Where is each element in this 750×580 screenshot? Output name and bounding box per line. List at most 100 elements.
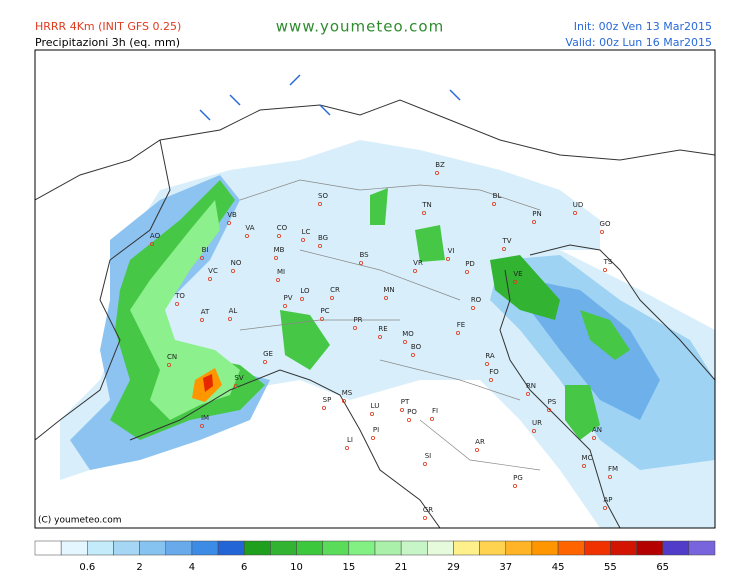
region-border (239, 179, 541, 471)
city-label: SV (234, 374, 243, 382)
city-marker (445, 256, 450, 261)
city-marker (410, 352, 415, 357)
city-label: PR (353, 316, 362, 324)
precip-area (415, 225, 445, 262)
city-marker (370, 435, 375, 440)
scale-cell (662, 540, 690, 556)
city-label: PG (513, 474, 523, 482)
scale-cell (165, 540, 193, 556)
scale-cell (191, 540, 219, 556)
scale-cell (243, 540, 271, 556)
city-marker (199, 255, 204, 260)
city-label: CN (167, 353, 177, 361)
scale-cell (688, 540, 716, 556)
city-marker (513, 483, 518, 488)
city-marker (166, 362, 171, 367)
city-marker (199, 317, 204, 322)
city-marker (149, 241, 154, 246)
city-label: GE (263, 350, 273, 358)
city-marker (532, 428, 537, 433)
scale-label: 4 (189, 562, 195, 573)
city-marker (344, 445, 349, 450)
city-label: PC (320, 307, 329, 315)
city-label: RN (526, 382, 536, 390)
city-label: FI (432, 407, 438, 415)
city-marker (262, 359, 267, 364)
city-marker (526, 391, 531, 396)
coastline (529, 244, 715, 381)
city-label: PO (407, 408, 417, 416)
city-marker (532, 219, 537, 224)
city-marker (329, 295, 334, 300)
city-label: AL (229, 307, 238, 315)
border (35, 99, 715, 201)
city-marker (455, 330, 460, 335)
city-marker (422, 461, 427, 466)
scale-cell (322, 540, 350, 556)
scale-cell (583, 540, 611, 556)
city-label: MO (402, 330, 414, 338)
city-label: PN (532, 210, 541, 218)
city-marker (600, 229, 605, 234)
city-marker (474, 447, 479, 452)
scale-cell (296, 540, 323, 556)
precip-area (565, 385, 600, 440)
scale-cell (453, 540, 480, 556)
precip-area (280, 310, 330, 370)
lake (199, 74, 461, 121)
city-label: AO (150, 232, 161, 240)
scale-cell (427, 540, 454, 556)
city-marker (582, 463, 587, 468)
scale-cell (60, 540, 88, 556)
scale-label: 37 (499, 562, 512, 573)
city-label: LO (300, 287, 310, 295)
city-label: VC (208, 267, 218, 275)
city-marker (227, 316, 232, 321)
city-label: RE (378, 325, 387, 333)
city-label: VI (448, 247, 455, 255)
scale-label: 65 (656, 562, 669, 573)
city-marker (282, 303, 287, 308)
city-marker (488, 377, 493, 382)
city-label: MS (342, 389, 353, 397)
city-label: GO (600, 220, 611, 228)
city-marker (592, 435, 597, 440)
city-marker (300, 237, 305, 242)
city-marker (573, 210, 578, 215)
city-marker (603, 505, 608, 510)
city-label: PI (373, 426, 379, 434)
scale-cell (610, 540, 637, 556)
city-marker (319, 316, 324, 321)
city-label: MB (274, 246, 285, 254)
city-marker (276, 233, 281, 238)
city-marker (383, 295, 388, 300)
city-marker (464, 269, 469, 274)
city-label: PD (465, 260, 475, 268)
scale-label: 10 (290, 562, 303, 573)
city-label: IM (201, 414, 209, 422)
color-scale: 0.6 2 4 6 10 15 21 29 37 45 55 65 (34, 540, 716, 573)
scale-label: 0.6 (79, 562, 95, 573)
city-marker (317, 243, 322, 248)
city-label: RA (485, 352, 495, 360)
city-label: UD (573, 201, 584, 209)
city-marker (513, 279, 518, 284)
city-label: AP (603, 496, 612, 504)
city-label: TV (501, 237, 511, 245)
precip-area (370, 188, 388, 225)
init-time: Init: 00z Ven 13 Mar2015 (574, 20, 712, 33)
scale-label: 2 (136, 562, 142, 573)
city-marker (174, 301, 179, 306)
scale-label: 6 (241, 562, 247, 573)
city-marker (244, 233, 249, 238)
map-frame (34, 49, 716, 529)
city-label: VA (245, 224, 254, 232)
city-marker (484, 361, 489, 366)
scale-cell (557, 540, 585, 556)
scale-cell (87, 540, 114, 556)
city-marker (547, 407, 552, 412)
scale-label: 29 (447, 562, 460, 573)
scale-label: 55 (604, 562, 617, 573)
city-label: LC (302, 228, 311, 236)
